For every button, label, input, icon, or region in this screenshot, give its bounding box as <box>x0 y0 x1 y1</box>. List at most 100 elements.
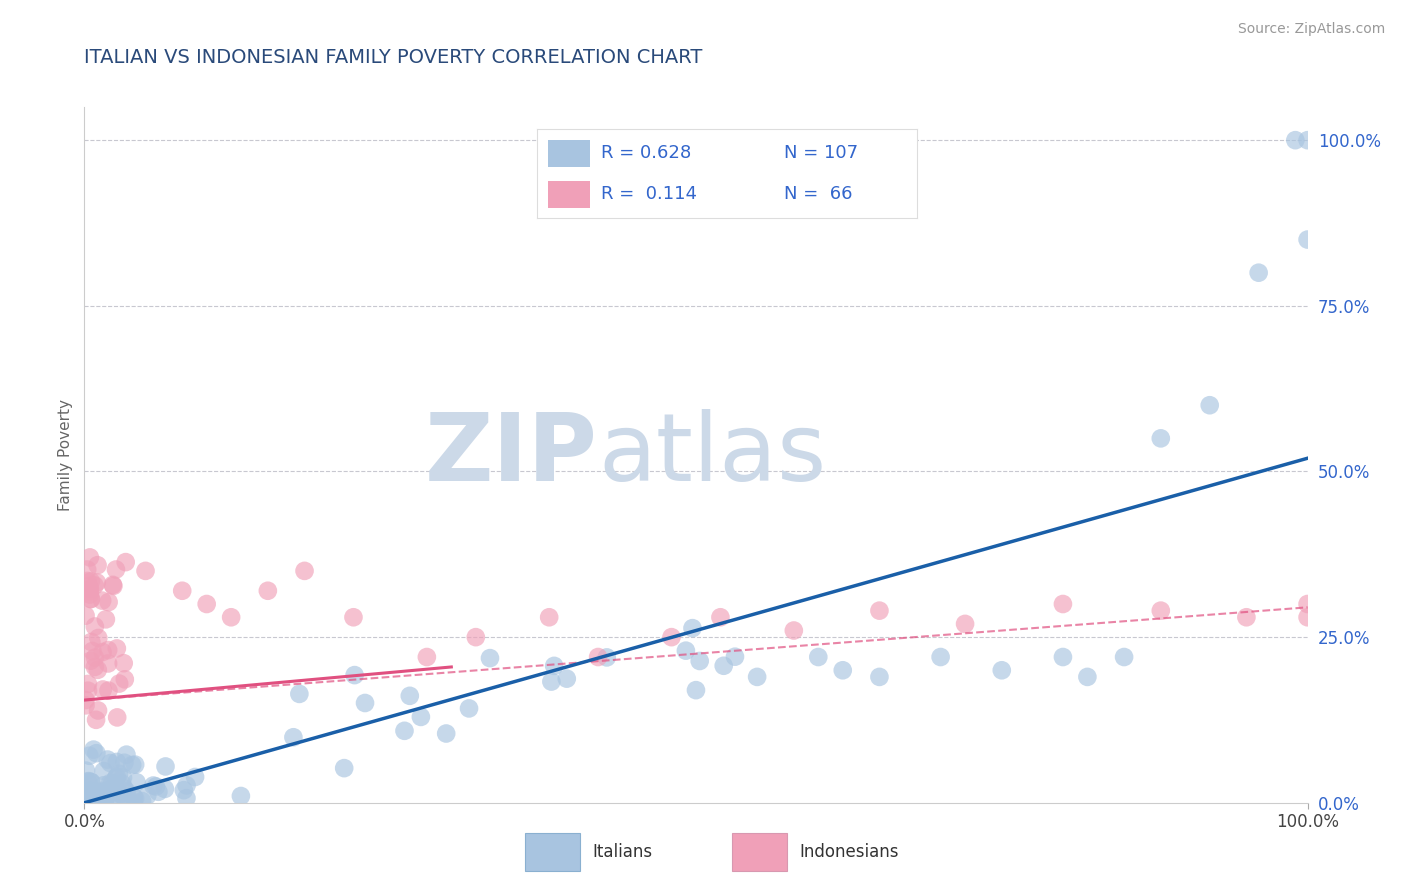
Point <box>114 673 136 687</box>
Point <box>76 774 98 789</box>
Point <box>94 793 117 807</box>
Point <box>80 775 103 789</box>
Point <box>79 592 101 607</box>
Point <box>131 794 153 808</box>
Text: Italians: Italians <box>592 843 652 861</box>
Point <box>783 624 806 638</box>
Text: ITALIAN VS INDONESIAN FAMILY POVERTY CORRELATION CHART: ITALIAN VS INDONESIAN FAMILY POVERTY COR… <box>84 48 703 67</box>
Point <box>76 574 98 588</box>
Point <box>91 794 114 808</box>
Point <box>79 784 101 798</box>
Point <box>434 726 457 740</box>
Point <box>153 781 176 796</box>
Point <box>121 758 143 772</box>
Point <box>77 579 100 593</box>
Point <box>1114 650 1136 665</box>
Point <box>105 784 128 798</box>
Point <box>80 574 103 589</box>
Point <box>75 794 97 808</box>
Point <box>80 775 103 789</box>
Point <box>83 578 105 592</box>
Point <box>1296 610 1319 624</box>
Point <box>991 663 1014 677</box>
Point <box>115 784 138 798</box>
Point <box>86 746 108 760</box>
Point <box>108 676 131 690</box>
Point <box>105 710 128 724</box>
Point <box>172 583 194 598</box>
Point <box>101 780 124 794</box>
Point <box>953 616 976 631</box>
Point <box>118 795 141 809</box>
Point <box>145 780 167 794</box>
Point <box>1150 431 1173 445</box>
Point <box>91 593 114 607</box>
Text: Source: ZipAtlas.com: Source: ZipAtlas.com <box>1237 22 1385 37</box>
Point <box>79 550 101 565</box>
Point <box>1296 233 1319 247</box>
Point <box>540 674 562 689</box>
Point <box>98 776 121 790</box>
Point <box>103 579 125 593</box>
Point <box>94 612 117 626</box>
Point <box>79 588 101 602</box>
Point <box>124 791 146 805</box>
Point <box>343 668 366 682</box>
Text: N = 107: N = 107 <box>783 145 858 162</box>
Point <box>75 698 97 713</box>
Text: N =  66: N = 66 <box>783 186 852 203</box>
Point <box>675 643 697 657</box>
Point <box>77 677 100 691</box>
Point <box>79 785 101 799</box>
Point <box>1052 597 1074 611</box>
Point <box>98 784 121 798</box>
Point <box>86 558 108 573</box>
Point <box>111 771 134 785</box>
Point <box>97 643 120 657</box>
Point <box>586 650 609 665</box>
Point <box>84 788 107 802</box>
Point <box>97 683 120 698</box>
Point <box>105 641 128 656</box>
Bar <box>548 140 591 167</box>
Point <box>1296 597 1319 611</box>
Point <box>538 610 561 624</box>
Point <box>596 650 619 665</box>
Point <box>682 621 704 635</box>
Point <box>1236 610 1258 624</box>
Point <box>1284 133 1306 147</box>
Text: R =  0.114: R = 0.114 <box>602 186 697 203</box>
Point <box>77 683 100 698</box>
Point <box>458 701 481 715</box>
Point <box>75 608 97 623</box>
Point <box>661 630 683 644</box>
Point <box>1076 670 1098 684</box>
Point <box>333 761 356 775</box>
Point <box>135 564 157 578</box>
Point <box>112 781 135 796</box>
Point <box>184 770 207 784</box>
Point <box>91 645 114 659</box>
Point <box>105 770 128 784</box>
Point <box>86 575 108 590</box>
Point <box>869 670 891 684</box>
Point <box>257 583 280 598</box>
Point <box>101 791 124 805</box>
Point <box>1296 133 1319 147</box>
Point <box>94 787 117 801</box>
Point <box>409 710 432 724</box>
Point <box>80 592 103 607</box>
Point <box>77 774 100 789</box>
Point <box>176 778 198 792</box>
Point <box>354 696 377 710</box>
Point <box>94 791 117 805</box>
Point <box>124 757 146 772</box>
Point <box>97 657 120 671</box>
Point <box>76 786 98 800</box>
Point <box>83 660 105 674</box>
Point <box>195 597 218 611</box>
Point <box>125 775 148 789</box>
Point <box>93 778 115 792</box>
Point <box>112 756 135 770</box>
Y-axis label: Family Poverty: Family Poverty <box>58 399 73 511</box>
